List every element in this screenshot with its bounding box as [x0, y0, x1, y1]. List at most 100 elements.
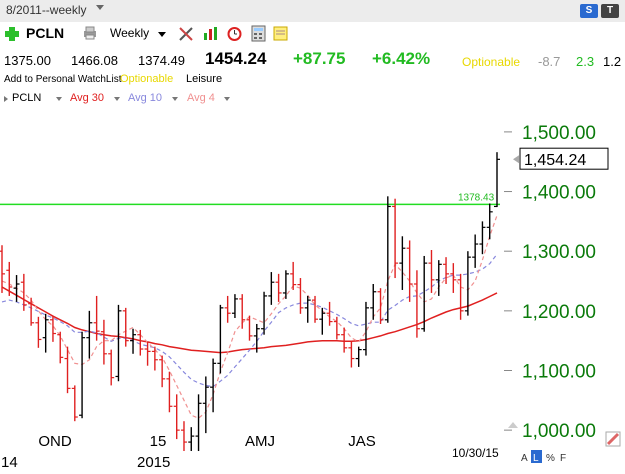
ohlc-bar — [494, 152, 500, 208]
last-value-box — [519, 147, 609, 170]
window-title[interactable]: 8/2011--weekly — [6, 3, 87, 17]
ohlc-bar — [472, 234, 479, 268]
ohlc-bar — [57, 331, 64, 364]
last-date-label: 10/30/15 — [452, 446, 499, 460]
note-icon[interactable] — [272, 25, 289, 42]
ohlc-bar — [130, 328, 137, 354]
t-badge-button[interactable]: T — [601, 4, 619, 18]
title-bar: 8/2011--weekly S T — [0, 0, 625, 23]
ohlc-bar — [275, 273, 282, 302]
pencil-icon[interactable] — [605, 431, 621, 447]
calculator-icon[interactable] — [250, 25, 267, 42]
avg4-dropdown-icon[interactable] — [224, 97, 230, 101]
scale-f-button[interactable]: F — [560, 453, 566, 464]
ohlc-bar — [6, 261, 13, 296]
high-price: 1466.08 — [71, 53, 118, 68]
ohlc-bar — [362, 301, 369, 356]
legend-avg30[interactable]: Avg 30 — [70, 92, 105, 104]
ohlc-bar — [464, 251, 471, 316]
symbol-field[interactable]: PCLN — [26, 25, 65, 41]
scale-a-button[interactable]: A — [521, 453, 528, 464]
ohlc-bar — [239, 294, 246, 329]
tools-icon[interactable] — [178, 25, 195, 42]
ohlc-bar — [188, 427, 195, 452]
low-price: 1374.49 — [138, 53, 185, 68]
ohlc-bar — [268, 272, 275, 305]
ohlc-bar — [159, 355, 166, 388]
ohlc-bar — [377, 288, 384, 324]
print-icon[interactable] — [82, 26, 98, 40]
ohlc-bar — [282, 270, 289, 299]
ohlc-bar — [20, 273, 27, 311]
ohlc-bars — [0, 152, 500, 452]
ohlc-bar — [479, 221, 486, 255]
ohlc-bar — [180, 421, 187, 452]
x-axis: OND 15 AMJ JAS 14 2015 — [1, 433, 376, 471]
ohlc-bar — [144, 341, 151, 366]
ohlc-bar — [392, 198, 399, 279]
ohlc-bar — [231, 294, 238, 318]
ohlc-bar — [341, 327, 348, 353]
ohlc-bar — [486, 203, 493, 240]
title-dropdown-arrow-icon[interactable] — [96, 5, 104, 10]
indicator-value-2: 2.3 — [576, 54, 595, 69]
x-tick-label: JAS — [348, 433, 376, 450]
legend-symbol[interactable]: PCLN — [12, 92, 42, 104]
ohlc-bar — [202, 376, 209, 434]
add-symbol-icon[interactable] — [4, 26, 20, 42]
symbol-dropdown-icon[interactable] — [56, 97, 62, 101]
ohlc-bar — [173, 394, 180, 440]
sub-info-bar: Add to Personal WatchList Optionable Lei… — [0, 71, 625, 88]
price-change: +87.75 — [293, 49, 346, 68]
legend-expand-icon[interactable] — [4, 96, 8, 102]
ohlc-bar — [384, 196, 391, 323]
y-tick-label: 1,200.00 — [522, 302, 596, 323]
alarm-clock-icon[interactable] — [226, 25, 243, 42]
add-watchlist-link[interactable]: Add to Personal WatchList — [4, 74, 122, 85]
ohlc-bar — [100, 319, 107, 365]
ohlc-bar — [122, 307, 129, 347]
last-value-label: 1,454.24 — [524, 152, 586, 169]
ohlc-bar — [71, 385, 78, 422]
ohlc-bar — [312, 295, 319, 323]
period-select[interactable]: Weekly — [110, 26, 150, 40]
x-tick-label: 15 — [150, 433, 167, 450]
s-badge-button[interactable]: S — [580, 4, 598, 18]
ohlc-bar — [348, 341, 355, 368]
ohlc-bar — [399, 236, 406, 290]
ohlc-bar — [28, 297, 35, 326]
scale-l-button[interactable]: L — [533, 453, 539, 464]
ohlc-bar — [428, 250, 435, 293]
chart-type-icon[interactable] — [202, 25, 219, 42]
scale-percent-button[interactable]: % — [546, 453, 555, 464]
ohlc-bar — [290, 261, 297, 290]
industry-label[interactable]: Leisure — [186, 73, 223, 85]
avg30-dropdown-icon[interactable] — [114, 97, 120, 101]
scale-l-button-bg[interactable] — [531, 450, 542, 463]
chart-background — [0, 110, 625, 474]
price-chart[interactable]: 1378.43 1,000.00 1,100.00 1,200.00 1,300.00… — [0, 110, 625, 474]
ohlc-bar — [333, 316, 340, 340]
legend-avg4[interactable]: Avg 4 — [187, 92, 215, 104]
ohlc-bar — [253, 323, 260, 353]
period-dropdown-icon[interactable] — [158, 32, 166, 37]
toolbar: PCLN Weekly — [0, 22, 625, 45]
ohlc-bar — [210, 358, 217, 413]
x-tick-label: OND — [38, 433, 72, 450]
scroll-up-icon[interactable] — [508, 422, 518, 428]
ohlc-bar — [13, 275, 20, 302]
optionable-tag: Optionable — [120, 73, 174, 85]
ohlc-bar — [151, 346, 158, 371]
x-year-label: 2015 — [137, 454, 170, 471]
ohlc-bar — [297, 278, 304, 314]
quote-bar: 1375.00 1466.08 1374.49 1454.24 +87.75 +… — [0, 45, 625, 71]
avg10-dropdown-icon[interactable] — [172, 97, 178, 101]
legend-avg10[interactable]: Avg 10 — [128, 92, 163, 104]
ohlc-bar — [304, 295, 311, 323]
ohlc-bar — [166, 371, 173, 413]
ohlc-bar — [224, 295, 231, 323]
ohlc-bar — [261, 291, 268, 335]
y-tick-label: 1,400.00 — [522, 183, 596, 204]
price-change-percent: +6.42% — [372, 49, 431, 68]
ohlc-bar — [355, 346, 362, 367]
